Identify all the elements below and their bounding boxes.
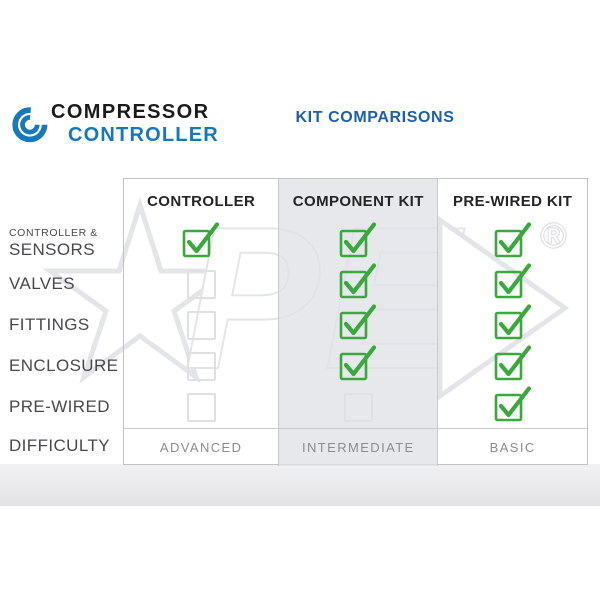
checkbox-checked-icon: [339, 345, 377, 381]
checkbox-empty-icon: [186, 270, 216, 299]
difficulty-value-advanced: ADVANCED: [124, 428, 279, 466]
checkbox-checked-icon: [182, 222, 220, 258]
row-label-pre-wired: PRE-WIRED: [0, 386, 123, 427]
checkbox-checked: [278, 304, 438, 346]
comparison-table: CONTROLLER COMPONENT KIT PRE-WIRED KIT ADVA…: [123, 178, 588, 466]
logo-text-line2: CONTROLLER: [68, 124, 219, 146]
column-header-component-kit: COMPONENT KIT: [278, 179, 438, 223]
checkbox-empty-icon: [186, 311, 216, 340]
difficulty-value-basic: BASIC: [437, 428, 587, 466]
checkbox-checked: [278, 222, 438, 264]
checkbox-empty: [124, 346, 278, 387]
checkbox-checked-icon: [494, 222, 531, 258]
row-label-text: VALVES: [9, 273, 76, 293]
watermark-arrow-icon: [437, 215, 570, 401]
checkbox-checked: [437, 263, 587, 305]
checkbox-checked-icon: [494, 304, 531, 340]
compressor-controller-logo: COMPRESSOR CONTROLLER: [10, 99, 219, 147]
row-label-fittings: FITTINGS: [0, 304, 123, 345]
checkbox-checked-icon: [494, 345, 531, 381]
checkbox-checked: [278, 263, 438, 305]
checkbox-empty-icon: [343, 393, 373, 422]
row-label-text: FITTINGS: [9, 314, 90, 334]
column-header-pre-wired-kit: PRE-WIRED KIT: [437, 179, 587, 223]
checkbox-checked-icon: [339, 263, 377, 299]
checkbox-checked: [437, 304, 587, 346]
checkbox-checked: [437, 222, 587, 264]
checkbox-empty: [124, 264, 278, 305]
checkbox-checked: [124, 222, 278, 264]
row-label-sensors: CONTROLLER & SENSORS: [0, 222, 123, 263]
row-label-small: CONTROLLER &: [9, 226, 98, 239]
watermark-registered-symbol: ®: [541, 217, 566, 255]
checkbox-empty-icon: [186, 352, 216, 381]
row-label-text: ENCLOSURE: [9, 355, 119, 375]
row-label-text: DIFFICULTY: [9, 436, 110, 456]
checkbox-empty: [278, 387, 438, 428]
logo-text-line1: COMPRESSOR: [51, 101, 210, 123]
photo-bottom-band: [0, 464, 600, 506]
checkbox-empty: [124, 305, 278, 346]
row-label-difficulty: DIFFICULTY: [0, 427, 123, 465]
checkbox-checked-icon: [339, 304, 377, 340]
checkbox-empty: [124, 387, 278, 428]
row-label-text: PRE-WIRED: [9, 396, 110, 416]
checkbox-checked: [437, 345, 587, 387]
concentric-arcs-logo-icon: [12, 107, 48, 143]
checkbox-checked-icon: [494, 386, 531, 422]
row-label-text: SENSORS: [9, 239, 95, 259]
column-header-controller: CONTROLLER: [147, 192, 256, 210]
row-labels: CONTROLLER & SENSORS VALVES FITTINGS ENCLOSU…: [0, 222, 123, 465]
checkbox-empty-icon: [186, 393, 216, 422]
checkbox-checked-icon: [494, 263, 531, 299]
checkbox-checked-icon: [339, 222, 377, 258]
page-title: KIT COMPARISONS: [295, 109, 455, 126]
row-label-enclosure: ENCLOSURE: [0, 345, 123, 386]
checkbox-checked: [278, 345, 438, 387]
difficulty-value-intermediate: INTERMEDIATE: [278, 428, 438, 466]
row-label-valves: VALVES: [0, 263, 123, 304]
checkbox-checked: [437, 386, 587, 428]
